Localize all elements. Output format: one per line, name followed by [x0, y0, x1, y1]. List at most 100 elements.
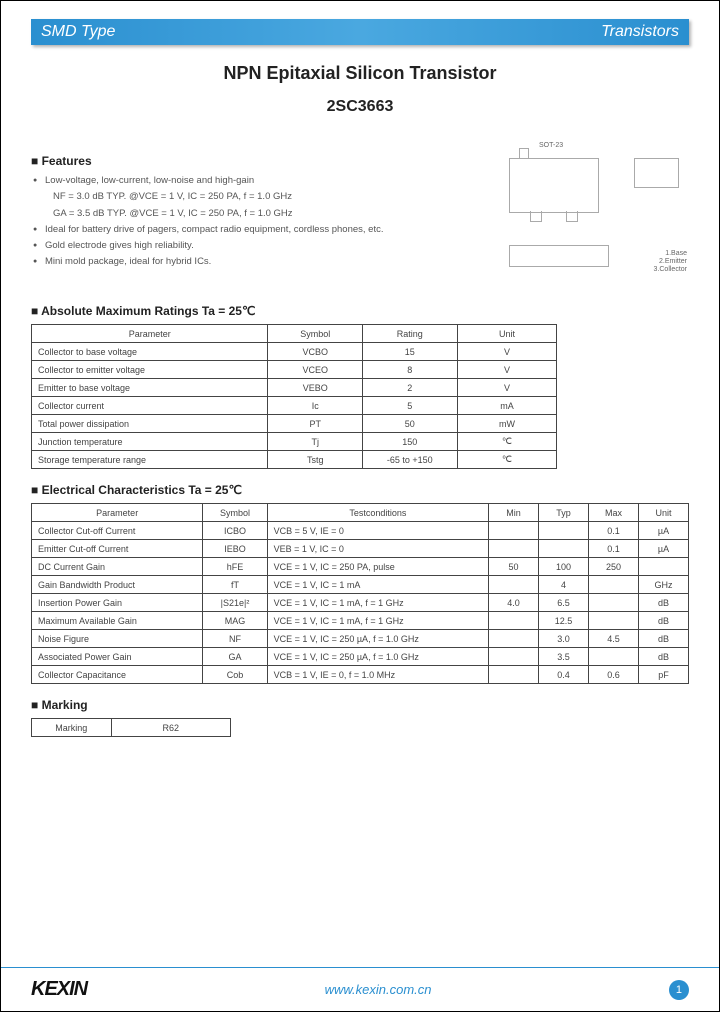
table-header: Symbol	[203, 504, 267, 522]
table-cell: Cob	[203, 666, 267, 684]
table-cell: 4.0	[489, 594, 539, 612]
table-cell: Collector current	[32, 397, 268, 415]
table-cell: Collector Capacitance	[32, 666, 203, 684]
table-cell: 4	[539, 576, 589, 594]
table-row: Collector to base voltageVCBO15V	[32, 343, 557, 361]
table-cell	[539, 540, 589, 558]
table-cell	[589, 594, 639, 612]
table-row: Emitter Cut-off CurrentIEBOVEB = 1 V, IC…	[32, 540, 689, 558]
table-cell: VCEO	[268, 361, 363, 379]
table-cell: |S21e|²	[203, 594, 267, 612]
features-heading: Features	[31, 154, 471, 168]
table-header: Symbol	[268, 325, 363, 343]
table-cell: 15	[362, 343, 457, 361]
doc-title: NPN Epitaxial Silicon Transistor	[31, 63, 689, 84]
feature-item: Mini mold package, ideal for hybrid ICs.	[33, 255, 471, 268]
table-cell: VEB = 1 V, IC = 0	[267, 540, 488, 558]
table-cell	[589, 612, 639, 630]
header-bar: SMD Type Transistors	[31, 19, 689, 45]
table-cell: 250	[589, 558, 639, 576]
table-cell: Collector to emitter voltage	[32, 361, 268, 379]
table-cell: fT	[203, 576, 267, 594]
table-cell	[489, 522, 539, 540]
table-row: Junction temperatureTj150℃	[32, 433, 557, 451]
table-header: Parameter	[32, 325, 268, 343]
table-cell: DC Current Gain	[32, 558, 203, 576]
table-row: DC Current GainhFEVCE = 1 V, IC = 250 PA…	[32, 558, 689, 576]
table-cell: V	[457, 343, 557, 361]
table-cell: µA	[638, 540, 688, 558]
package-diagram: SOT-23 1.Base 2.Emitter 3.Collector	[479, 140, 689, 290]
table-cell: 3.5	[539, 648, 589, 666]
table-cell: mW	[457, 415, 557, 433]
feature-item: Gold electrode gives high reliability.	[33, 239, 471, 252]
feature-item: Ideal for battery drive of pagers, compa…	[33, 223, 471, 236]
table-cell	[589, 648, 639, 666]
table-cell: 0.1	[589, 522, 639, 540]
table-cell: dB	[638, 630, 688, 648]
table-cell	[489, 630, 539, 648]
table-header: Unit	[457, 325, 557, 343]
table-cell: VCB = 1 V, IE = 0, f = 1.0 MHz	[267, 666, 488, 684]
table-cell: 6.5	[539, 594, 589, 612]
table-cell: Gain Bandwidth Product	[32, 576, 203, 594]
table-row: Collector CapacitanceCobVCB = 1 V, IE = …	[32, 666, 689, 684]
table-cell	[539, 522, 589, 540]
table-cell: MAG	[203, 612, 267, 630]
table-cell: 50	[489, 558, 539, 576]
table-cell	[589, 576, 639, 594]
table-cell: V	[457, 379, 557, 397]
table-cell: Associated Power Gain	[32, 648, 203, 666]
table-cell: IEBO	[203, 540, 267, 558]
table-row: Noise FigureNFVCE = 1 V, IC = 250 µA, f …	[32, 630, 689, 648]
table-cell: GA	[203, 648, 267, 666]
header-left: SMD Type	[41, 23, 115, 41]
amr-heading: Absolute Maximum Ratings Ta = 25℃	[31, 304, 689, 318]
table-cell: 12.5	[539, 612, 589, 630]
table-cell: 0.1	[589, 540, 639, 558]
part-number: 2SC3663	[31, 98, 689, 116]
table-cell: GHz	[638, 576, 688, 594]
table-row: Gain Bandwidth ProductfTVCE = 1 V, IC = …	[32, 576, 689, 594]
footer-url: www.kexin.com.cn	[325, 982, 432, 997]
table-header: Rating	[362, 325, 457, 343]
table-cell: Tstg	[268, 451, 363, 469]
table-cell: Maximum Available Gain	[32, 612, 203, 630]
table-cell: Storage temperature range	[32, 451, 268, 469]
table-cell: VCB = 5 V, IE = 0	[267, 522, 488, 540]
table-cell: Emitter to base voltage	[32, 379, 268, 397]
marking-value: R62	[111, 719, 230, 737]
table-row: Insertion Power Gain|S21e|²VCE = 1 V, IC…	[32, 594, 689, 612]
table-cell: Collector Cut-off Current	[32, 522, 203, 540]
table-cell: VCE = 1 V, IC = 250 PA, pulse	[267, 558, 488, 576]
table-header: Testconditions	[267, 504, 488, 522]
table-cell: 0.4	[539, 666, 589, 684]
table-cell	[489, 648, 539, 666]
feature-item: NF = 3.0 dB TYP. @VCE = 1 V, IC = 250 PA…	[33, 190, 471, 203]
table-cell	[489, 666, 539, 684]
table-cell: Total power dissipation	[32, 415, 268, 433]
table-cell: Emitter Cut-off Current	[32, 540, 203, 558]
marking-label: Marking	[32, 719, 112, 737]
table-cell: Insertion Power Gain	[32, 594, 203, 612]
table-header: Min	[489, 504, 539, 522]
table-header: Typ	[539, 504, 589, 522]
table-cell: dB	[638, 648, 688, 666]
table-cell: ℃	[457, 451, 557, 469]
table-cell: PT	[268, 415, 363, 433]
table-cell: µA	[638, 522, 688, 540]
table-cell: VEBO	[268, 379, 363, 397]
table-cell: hFE	[203, 558, 267, 576]
table-cell: dB	[638, 594, 688, 612]
table-cell: Collector to base voltage	[32, 343, 268, 361]
table-cell: VCBO	[268, 343, 363, 361]
table-row: Emitter to base voltageVEBO2V	[32, 379, 557, 397]
table-cell: Ic	[268, 397, 363, 415]
table-cell: Noise Figure	[32, 630, 203, 648]
amr-table: ParameterSymbolRatingUnitCollector to ba…	[31, 324, 557, 469]
table-cell	[489, 540, 539, 558]
table-cell: VCE = 1 V, IC = 1 mA	[267, 576, 488, 594]
table-cell: pF	[638, 666, 688, 684]
table-row: Associated Power GainGAVCE = 1 V, IC = 2…	[32, 648, 689, 666]
table-cell: 50	[362, 415, 457, 433]
